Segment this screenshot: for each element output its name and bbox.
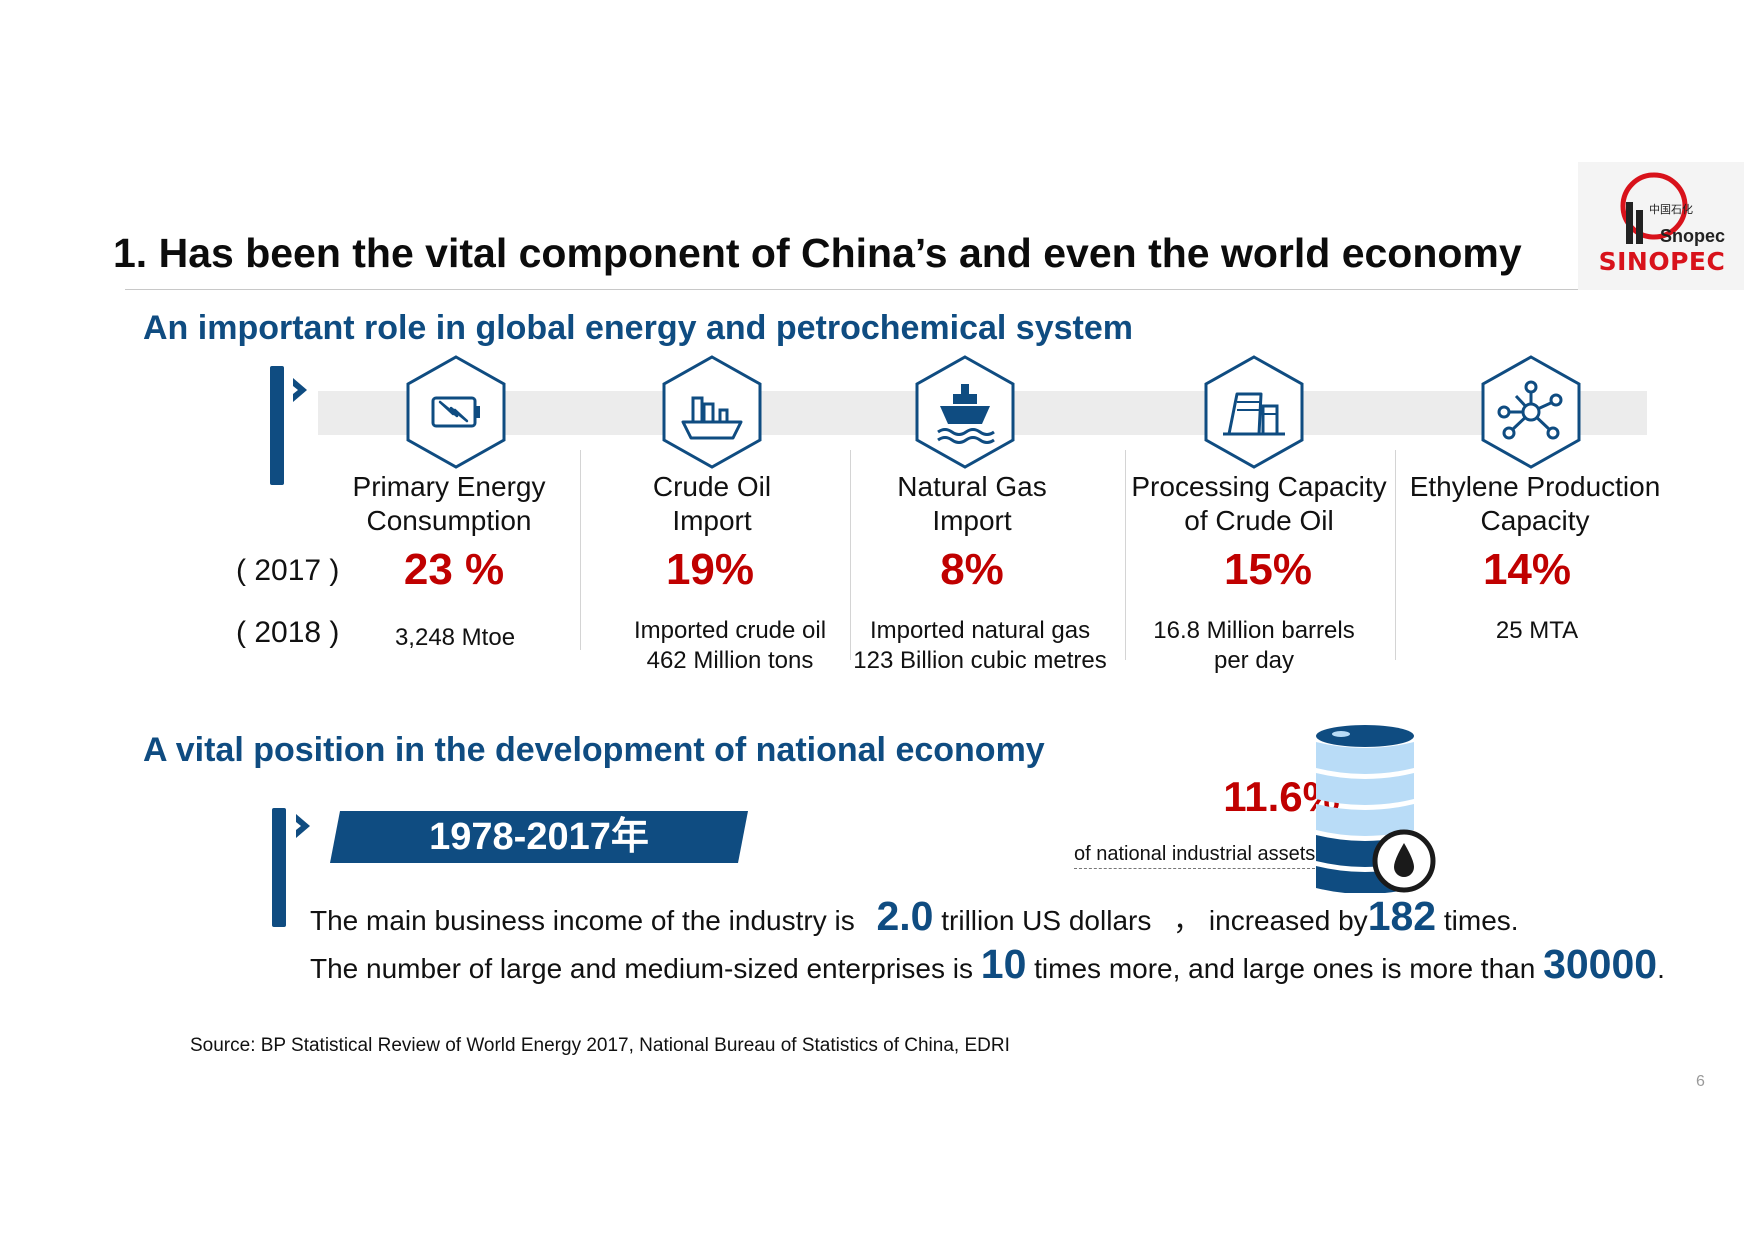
metric-share-2017: 15% [1223,545,1313,594]
metric-share-2017: 23 % [403,545,505,594]
income-increase-label: increased by [1208,905,1368,936]
global-role-heading: An important role in global energy and p… [143,309,1134,347]
national-economy-heading: A vital position in the development of n… [143,731,1045,769]
sinopec-emblem-icon [1620,172,1688,244]
page-title: 1. Has been the vital component of China… [113,230,1522,276]
source-note: Source: BP Statistical Review of World E… [190,1035,1010,1056]
chevron-right-icon [290,376,312,404]
section-marker-bar [270,366,284,485]
enterprises-statement: The number of large and medium-sized ent… [310,941,1665,988]
metric-label-line: Consumption [366,505,532,536]
metric-label-line: Natural Gas [897,471,1047,502]
column-divider [1125,450,1126,660]
logo-emblem-text: Snopec [1660,226,1726,246]
income-prefix: The main business income of the industry… [310,905,855,936]
metric-label: Crude Oil Import [577,470,847,538]
metric-share-2017: 8% [940,545,1004,594]
metric-detail-line: 3,248 Mtoe [394,624,516,651]
metric-detail-line: 25 MTA [1495,617,1579,644]
logo-wordmark: SINOPEC [1598,247,1726,276]
metric-detail-line: Imported natural gas [869,617,1091,644]
metric-detail: 25 MTA [1392,616,1682,646]
metric-detail-line: 462 Million tons [646,647,814,674]
oil-barrel-icon [1311,718,1441,894]
lng-ship-icon [912,354,1018,470]
metric-label-line: of Crude Oil [1184,505,1334,536]
income-unit: trillion US dollars [941,905,1152,936]
income-statement: The main business income of the industry… [310,893,1519,940]
battery-lightning-icon [403,354,509,470]
molecule-icon [1478,354,1584,470]
metric-label: Primary Energy Consumption [314,470,584,538]
period-label: 1978-2017年 [429,816,649,858]
metric-share-2017: 14% [1482,545,1572,594]
metric-label: Processing Capacity of Crude Oil [1119,470,1399,538]
sinopec-logo: 中国石化 Snopec SINOPEC [1578,162,1744,290]
enterprises-prefix: The number of large and medium-sized ent… [310,953,973,984]
income-suffix: times. [1443,905,1519,936]
column-divider [850,450,851,660]
metric-label-line: Ethylene Production [1409,471,1661,502]
metric-label-line: Capacity [1480,505,1590,536]
metric-detail: 16.8 Million barrels per day [1109,616,1399,676]
metric-detail-line: per day [1213,647,1295,674]
metric-label-line: Import [672,505,752,536]
page-number: 6 [1696,1073,1705,1090]
year-label-2018: ( 2018 ) [236,616,340,649]
column-divider [1395,450,1396,660]
metric-detail-line: 123 Billion cubic metres [853,647,1107,674]
metric-detail: 3,248 Mtoe [310,623,600,653]
period-banner: 1978-2017年 [330,811,748,863]
oil-tanker-icon [659,354,765,470]
assets-share-label: of national industrial assets [1074,843,1316,869]
metric-label-line: Import [932,505,1012,536]
title-divider [125,289,1645,290]
metric-share-2017: 19% [665,545,755,594]
metric-label-line: Processing Capacity [1131,471,1387,502]
income-value: 2.0 [876,893,934,939]
metric-label-line: Primary Energy [352,471,546,502]
metric-label: Ethylene Production Capacity [1395,470,1675,538]
period-banner-shape [330,811,748,863]
column-divider [580,450,581,650]
year-label-2017: ( 2017 ) [236,554,340,587]
metric-detail: Imported crude oil 462 Million tons [585,616,875,676]
refinery-icon [1201,354,1307,470]
assets-share: 11.6% [1223,773,1340,820]
enterprises-count: 30000 [1543,941,1658,987]
income-growth-value: 182 [1367,893,1437,939]
logo-chinese-text: 中国石化 [1649,204,1693,216]
chevron-right-icon [293,812,315,840]
enterprises-middle: times more, and large ones is more than [1034,953,1536,984]
metric-detail-line: Imported crude oil [633,617,827,644]
metric-detail-line: 16.8 Million barrels [1153,617,1355,644]
metric-label: Natural Gas Import [837,470,1107,538]
section-marker-bar [272,808,286,927]
enterprises-multiple: 10 [980,941,1027,987]
enterprises-suffix: . [1657,953,1665,984]
metric-detail: Imported natural gas 123 Billion cubic m… [835,616,1125,676]
metric-label-line: Crude Oil [652,471,772,502]
income-separator: ， [1173,905,1202,936]
